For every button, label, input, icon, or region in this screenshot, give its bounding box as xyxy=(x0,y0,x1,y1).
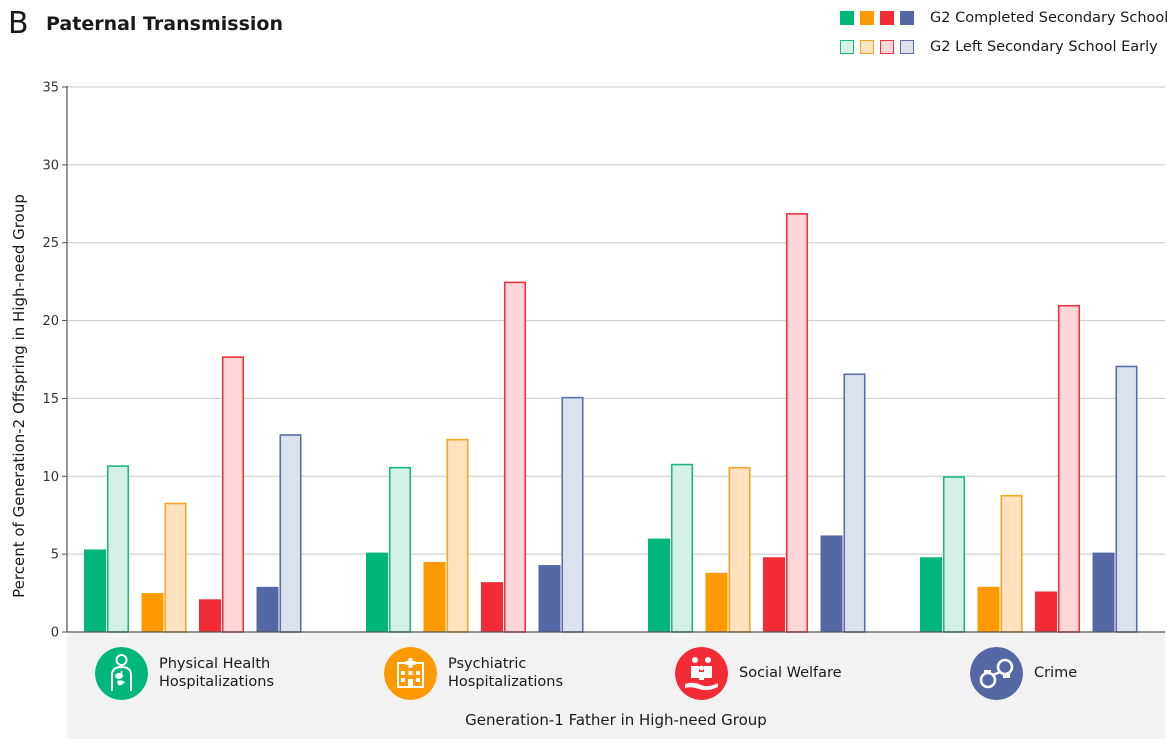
bar-left-early xyxy=(670,463,694,633)
bar-completed xyxy=(199,599,221,632)
legend-swatch-red-light xyxy=(880,40,894,54)
bar-left-early xyxy=(942,476,966,633)
bar-left-early xyxy=(1057,304,1081,633)
family-hand-icon xyxy=(675,646,728,700)
category-label: Social Welfare xyxy=(739,665,842,681)
bar-completed xyxy=(84,549,106,632)
bar-left-early xyxy=(106,465,130,633)
bar-left-early xyxy=(1000,494,1023,633)
legend-left-label: G2 Left Secondary School Early xyxy=(930,39,1158,55)
handcuffs-icon xyxy=(970,646,1023,700)
legend-swatch-orange-light xyxy=(860,40,874,54)
bar-left-early xyxy=(221,356,245,633)
category-label: Physical Health Hospitalizations xyxy=(159,656,275,690)
y-tick-label: 25 xyxy=(42,236,59,251)
bar-left-early xyxy=(164,502,187,633)
bar-completed xyxy=(423,561,446,632)
bar-completed xyxy=(920,557,942,632)
y-tick-label: 30 xyxy=(42,158,59,173)
y-tick-label: 0 xyxy=(51,626,59,641)
category-social-welfare: Social Welfare xyxy=(675,646,842,700)
chart-title: Paternal Transmission xyxy=(46,13,283,35)
bar-left-early xyxy=(446,438,469,633)
bar-left-early xyxy=(561,396,584,633)
legend-swatch-green-solid xyxy=(840,11,854,25)
bar-left-early xyxy=(503,281,527,633)
bar-left-early xyxy=(728,466,751,633)
bar-completed xyxy=(1092,552,1115,632)
bar-completed xyxy=(820,535,843,632)
panel-letter: B xyxy=(8,6,29,41)
y-tick-label: 10 xyxy=(42,470,59,485)
hospital-building-icon xyxy=(384,646,437,700)
legend-left-early: G2 Left Secondary School Early xyxy=(840,38,1158,56)
category-crime: Crime xyxy=(970,646,1077,700)
bar-left-early xyxy=(843,373,866,633)
y-tick-label: 20 xyxy=(42,314,59,329)
legend-swatch-green-light xyxy=(840,40,854,54)
x-axis-label: Generation-1 Father in High-need Group xyxy=(465,711,767,729)
category-label: Psychiatric Hospitalizations xyxy=(448,656,564,690)
legend-swatch-blue-light xyxy=(900,40,914,54)
bar-left-early xyxy=(1115,365,1138,633)
y-tick-label: 15 xyxy=(42,392,59,407)
legend-swatch-blue-solid xyxy=(900,11,914,25)
legend-swatch-orange-solid xyxy=(860,11,874,25)
category-panel: Physical Health Hospitalizations Psychia… xyxy=(67,633,1165,739)
bar-completed xyxy=(705,572,728,632)
category-physical-health: Physical Health Hospitalizations xyxy=(95,646,274,700)
bar-completed xyxy=(366,552,388,632)
bar-left-early xyxy=(279,434,302,633)
legend-swatch-red-solid xyxy=(880,11,894,25)
bar-completed xyxy=(141,593,164,632)
bar-left-early xyxy=(388,466,412,633)
bar-completed xyxy=(977,586,1000,632)
category-label: Crime xyxy=(1034,665,1078,681)
bar-completed xyxy=(538,565,561,632)
bar-left-early xyxy=(785,213,809,633)
y-tick-label: 35 xyxy=(42,81,59,96)
bar-completed xyxy=(648,538,670,632)
bar-completed xyxy=(1035,591,1057,632)
body-organs-icon xyxy=(95,646,148,700)
bar-completed xyxy=(256,586,279,632)
y-tick-label: 5 xyxy=(51,548,59,563)
bar-completed xyxy=(763,557,785,632)
category-psychiatric: Psychiatric Hospitalizations xyxy=(384,646,563,700)
bar-completed xyxy=(481,582,503,632)
legend-completed-label: G2 Completed Secondary School xyxy=(930,10,1167,26)
legend-completed: G2 Completed Secondary School xyxy=(840,9,1167,27)
